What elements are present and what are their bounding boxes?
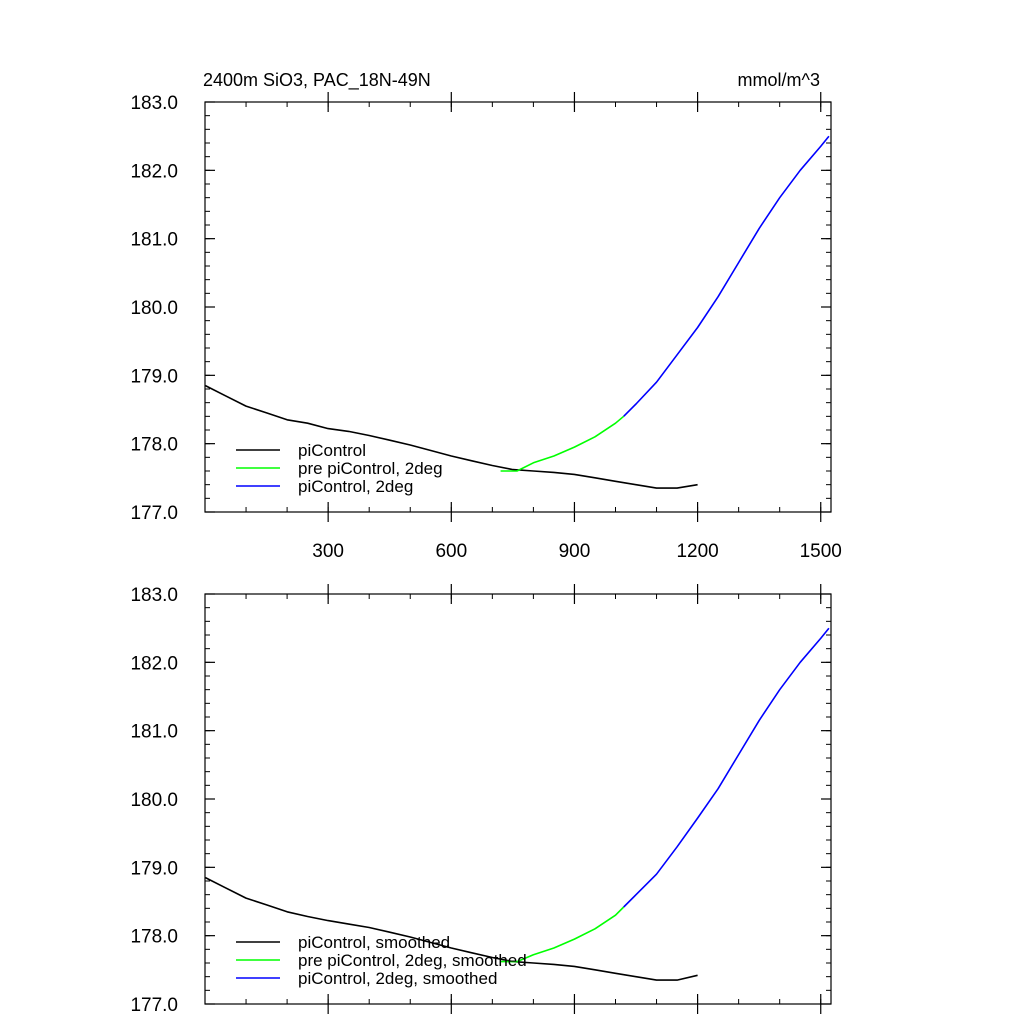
chart-units: mmol/m^3: [738, 70, 820, 90]
y-tick-label: 183.0: [130, 93, 178, 114]
y-tick-label: 181.0: [130, 230, 178, 251]
chart-title: 2400m SiO3, PAC_18N-49N: [203, 70, 431, 91]
legend-label: piControl: [298, 441, 366, 460]
bottom-panel: 177.0 178.0 179.0 180.0 181.0 182.0 183.0 piCon…: [130, 584, 832, 1016]
y-tick-label: 179.0: [130, 858, 178, 879]
y-tick-label: 177.0: [130, 503, 178, 524]
series-line-0: [205, 384, 698, 489]
y-tick-label: 183.0: [130, 585, 178, 606]
legend-label: piControl, smoothed: [298, 933, 450, 952]
series-line-2: [623, 627, 830, 908]
x-tick-label: 1200: [676, 541, 718, 562]
legend-label: pre piControl, 2deg: [298, 459, 443, 478]
series-line-1: [500, 906, 625, 963]
x-tick-label: 600: [435, 541, 467, 562]
y-tick-label: 180.0: [130, 790, 178, 811]
legend-label: piControl, 2deg: [298, 477, 413, 496]
y-tick-label: 178.0: [130, 435, 178, 456]
x-tick-label: 900: [559, 541, 591, 562]
y-tick-label: 182.0: [130, 653, 178, 674]
x-tick-label: 300: [312, 541, 344, 562]
top-panel: 177.0 178.0 179.0 180.0 181.0 182.0 183.0 300 60…: [130, 92, 842, 562]
legend-label: piControl, 2deg, smoothed: [298, 969, 497, 988]
legend-label: pre piControl, 2deg, smoothed: [298, 951, 527, 970]
series-line-1: [500, 415, 625, 472]
y-tick-label: 182.0: [130, 161, 178, 182]
series-line-0: [205, 876, 698, 981]
y-tick-label: 179.0: [130, 366, 178, 387]
series-line-2: [623, 135, 830, 417]
y-tick-label: 180.0: [130, 298, 178, 319]
y-tick-label: 177.0: [130, 995, 178, 1016]
x-tick-label: 1500: [800, 541, 842, 562]
y-tick-label: 178.0: [130, 927, 178, 948]
y-tick-label: 181.0: [130, 722, 178, 743]
